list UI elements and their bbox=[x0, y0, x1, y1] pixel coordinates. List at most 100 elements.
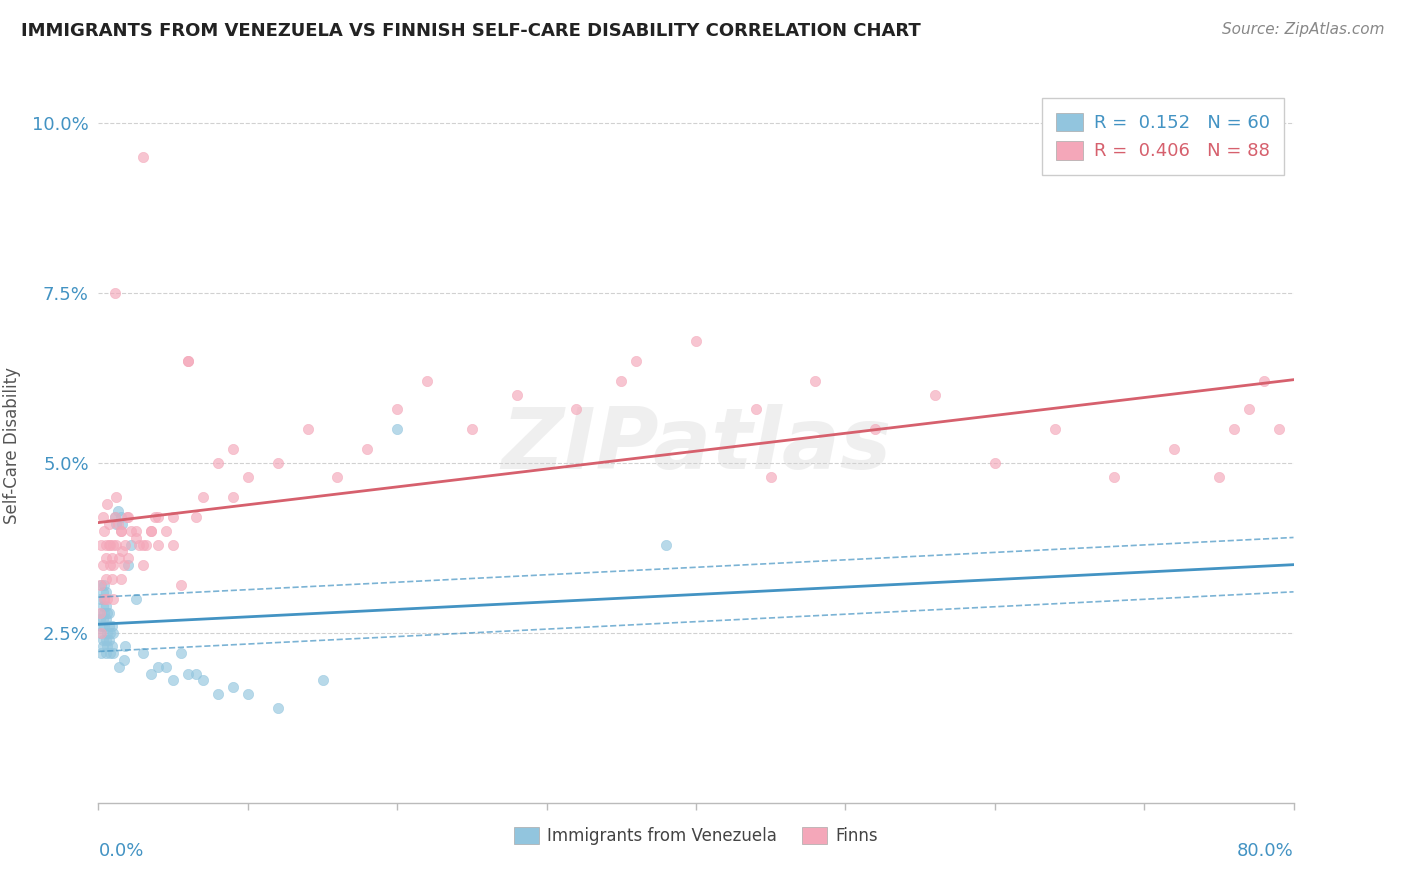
Point bbox=[162, 673, 184, 688]
Point bbox=[326, 469, 349, 483]
Point bbox=[103, 591, 125, 606]
Point bbox=[125, 524, 148, 538]
Point bbox=[148, 537, 170, 551]
Point bbox=[94, 585, 117, 599]
Point bbox=[155, 524, 177, 538]
Point bbox=[90, 619, 112, 633]
Point bbox=[132, 150, 155, 164]
Point bbox=[1223, 422, 1246, 436]
Point bbox=[506, 388, 529, 402]
Y-axis label: Self-Care Disability: Self-Care Disability bbox=[3, 368, 21, 524]
Point bbox=[148, 660, 170, 674]
Point bbox=[132, 537, 155, 551]
Point bbox=[177, 354, 200, 368]
Point bbox=[89, 626, 111, 640]
Point bbox=[110, 524, 132, 538]
Point bbox=[94, 632, 117, 647]
Point bbox=[267, 700, 290, 714]
Point bbox=[125, 531, 148, 545]
Point bbox=[207, 456, 229, 470]
Point bbox=[924, 388, 946, 402]
Point bbox=[169, 646, 191, 660]
Point bbox=[101, 551, 124, 566]
Point bbox=[96, 591, 118, 606]
Point bbox=[356, 442, 378, 457]
Point bbox=[98, 558, 122, 572]
Point bbox=[112, 653, 135, 667]
Point bbox=[191, 490, 214, 504]
Point bbox=[94, 572, 117, 586]
Point bbox=[107, 503, 129, 517]
Point bbox=[125, 591, 148, 606]
Point bbox=[155, 660, 177, 674]
Point bbox=[804, 375, 827, 389]
Point bbox=[222, 490, 245, 504]
Point bbox=[177, 354, 200, 368]
Point bbox=[98, 646, 122, 660]
Point bbox=[93, 591, 115, 606]
Point bbox=[96, 640, 118, 654]
Point bbox=[110, 572, 132, 586]
Point bbox=[385, 401, 409, 416]
Point bbox=[90, 646, 112, 660]
Point bbox=[98, 626, 122, 640]
Point bbox=[90, 537, 112, 551]
Point bbox=[91, 585, 114, 599]
Point bbox=[236, 687, 259, 701]
Point bbox=[117, 510, 139, 524]
Point bbox=[222, 442, 245, 457]
Point bbox=[311, 673, 333, 688]
Point bbox=[93, 578, 115, 592]
Point bbox=[1208, 469, 1230, 483]
Point bbox=[169, 578, 191, 592]
Point bbox=[89, 612, 111, 626]
Point bbox=[115, 510, 138, 524]
Point bbox=[1253, 375, 1275, 389]
Point bbox=[222, 680, 245, 694]
Point bbox=[128, 537, 150, 551]
Point bbox=[143, 510, 166, 524]
Point bbox=[98, 537, 122, 551]
Point bbox=[139, 524, 162, 538]
Point bbox=[685, 334, 707, 348]
Point bbox=[91, 510, 114, 524]
Point bbox=[101, 572, 124, 586]
Point bbox=[1043, 422, 1066, 436]
Point bbox=[267, 456, 290, 470]
Text: IMMIGRANTS FROM VENEZUELA VS FINNISH SELF-CARE DISABILITY CORRELATION CHART: IMMIGRANTS FROM VENEZUELA VS FINNISH SEL… bbox=[21, 22, 921, 40]
Point bbox=[984, 456, 1007, 470]
Point bbox=[236, 469, 259, 483]
Point bbox=[416, 375, 439, 389]
Point bbox=[103, 626, 125, 640]
Point bbox=[117, 551, 139, 566]
Point bbox=[112, 558, 135, 572]
Point bbox=[91, 599, 114, 613]
Point bbox=[139, 524, 162, 538]
Point bbox=[104, 286, 127, 301]
Point bbox=[89, 591, 111, 606]
Point bbox=[97, 517, 120, 532]
Point bbox=[89, 606, 111, 620]
Point bbox=[865, 422, 887, 436]
Point bbox=[103, 537, 125, 551]
Point bbox=[97, 619, 120, 633]
Point bbox=[184, 666, 207, 681]
Point bbox=[96, 497, 118, 511]
Point bbox=[655, 537, 678, 551]
Point bbox=[120, 524, 142, 538]
Point bbox=[111, 544, 134, 558]
Point bbox=[93, 591, 115, 606]
Point bbox=[97, 632, 120, 647]
Point bbox=[162, 510, 184, 524]
Point bbox=[101, 619, 124, 633]
Point bbox=[759, 469, 782, 483]
Point bbox=[93, 619, 115, 633]
Point bbox=[94, 537, 117, 551]
Point bbox=[162, 537, 184, 551]
Point bbox=[90, 606, 112, 620]
Point bbox=[96, 626, 118, 640]
Point bbox=[94, 599, 117, 613]
Point bbox=[139, 666, 162, 681]
Point bbox=[745, 401, 768, 416]
Point bbox=[1267, 422, 1289, 436]
